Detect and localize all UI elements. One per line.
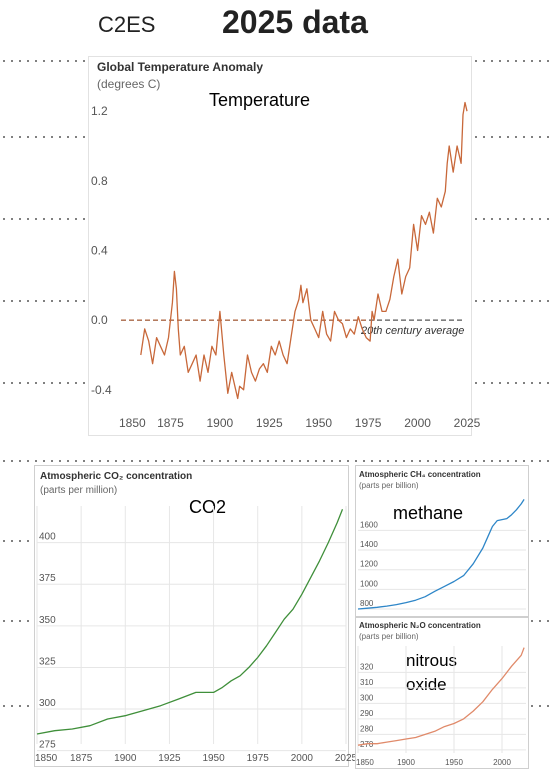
- x-tick-label: 1850: [356, 758, 374, 767]
- x-tick-label: 2025: [335, 753, 358, 764]
- overlay-label: methane: [393, 503, 464, 523]
- y-tick-label: 0.0: [91, 313, 108, 327]
- x-tick-label: 2000: [493, 758, 511, 767]
- x-tick-label: 1900: [207, 416, 234, 430]
- y-tick-label: 300: [360, 693, 374, 702]
- x-tick-label: 2025: [454, 416, 481, 430]
- x-tick-label: 1900: [397, 758, 415, 767]
- chart-title: Global Temperature Anomaly: [97, 60, 264, 74]
- series-line: [357, 647, 525, 746]
- co2-panel: Atmospheric CO₂ concentration (parts per…: [34, 465, 358, 767]
- x-tick-label: 1975: [247, 753, 270, 764]
- chart-title: Atmospheric CO₂ concentration: [40, 471, 193, 482]
- x-tick-label: 1875: [157, 416, 184, 430]
- x-tick-label: 2000: [291, 753, 314, 764]
- x-tick-label: 1925: [158, 753, 181, 764]
- y-tick-label: 0.4: [91, 244, 108, 258]
- x-tick-label: 1975: [355, 416, 382, 430]
- temperature-plot: 1.2 0.8 0.4 0.0 -0.4 1850 1875 1900 1925 1950 1975…: [91, 101, 481, 430]
- x-tick-label: 1850: [119, 416, 146, 430]
- methane-panel: Atmospheric CH₄ concentration (parts per…: [355, 465, 529, 617]
- nitrous-oxide-panel: Atmospheric N₂O concentration (parts per…: [355, 617, 529, 769]
- methane-plot: 1600 1400 1200 1000 800: [357, 499, 526, 610]
- y-tick-label: 350: [39, 615, 56, 626]
- y-tick-label: 310: [360, 678, 374, 687]
- y-tick-label: 400: [39, 532, 56, 543]
- overlay-label-line-2: oxide: [406, 675, 447, 694]
- y-tick-label: 1400: [360, 540, 378, 549]
- chart-unit: (parts per billion): [359, 632, 419, 641]
- y-tick-label: 325: [39, 656, 56, 667]
- y-tick-label: 300: [39, 698, 56, 709]
- co2-plot: 400 375 350 325 300 275 1850 1875 1900 1925 1950 19…: [35, 506, 358, 764]
- y-tick-label: 1600: [360, 520, 378, 529]
- chart-title: Atmospheric N₂O concentration: [359, 621, 481, 630]
- headline: 2025 data: [222, 4, 368, 40]
- x-tick-label: 1950: [445, 758, 463, 767]
- x-tick-label: 2000: [404, 416, 431, 430]
- x-tick-label: 1950: [305, 416, 332, 430]
- y-tick-label: 275: [39, 740, 56, 751]
- y-tick-label: -0.4: [91, 383, 112, 397]
- overlay-label: Temperature: [209, 90, 311, 110]
- org-label: C2ES: [98, 12, 156, 37]
- y-tick-label: 375: [39, 573, 56, 584]
- y-tick-label: 1.2: [91, 104, 108, 118]
- x-tick-label: 1925: [256, 416, 283, 430]
- chart-unit: (degrees C): [97, 77, 161, 91]
- overlay-label: CO2: [189, 497, 227, 517]
- series-line: [140, 101, 468, 400]
- reference-line-label: 20th century average: [360, 325, 464, 337]
- series-line: [357, 499, 525, 610]
- y-tick-label: 800: [360, 599, 374, 608]
- chart-unit: (parts per million): [40, 485, 118, 496]
- y-tick-label: 320: [360, 662, 374, 671]
- y-tick-label: 0.8: [91, 174, 108, 188]
- temperature-panel: Global Temperature Anomaly (degrees C) T…: [88, 56, 481, 436]
- y-tick-label: 1200: [360, 560, 378, 569]
- y-tick-label: 290: [360, 709, 374, 718]
- x-tick-label: 1850: [35, 753, 58, 764]
- x-tick-label: 1875: [70, 753, 93, 764]
- chart-unit: (parts per billion): [359, 481, 419, 490]
- x-tick-label: 1900: [114, 753, 137, 764]
- chart-title: Atmospheric CH₄ concentration: [359, 470, 481, 479]
- x-tick-label: 1950: [202, 753, 225, 764]
- y-tick-label: 280: [360, 724, 374, 733]
- series-line: [36, 509, 344, 735]
- overlay-label-line-1: nitrous: [406, 651, 458, 670]
- y-tick-label: 1000: [360, 579, 378, 588]
